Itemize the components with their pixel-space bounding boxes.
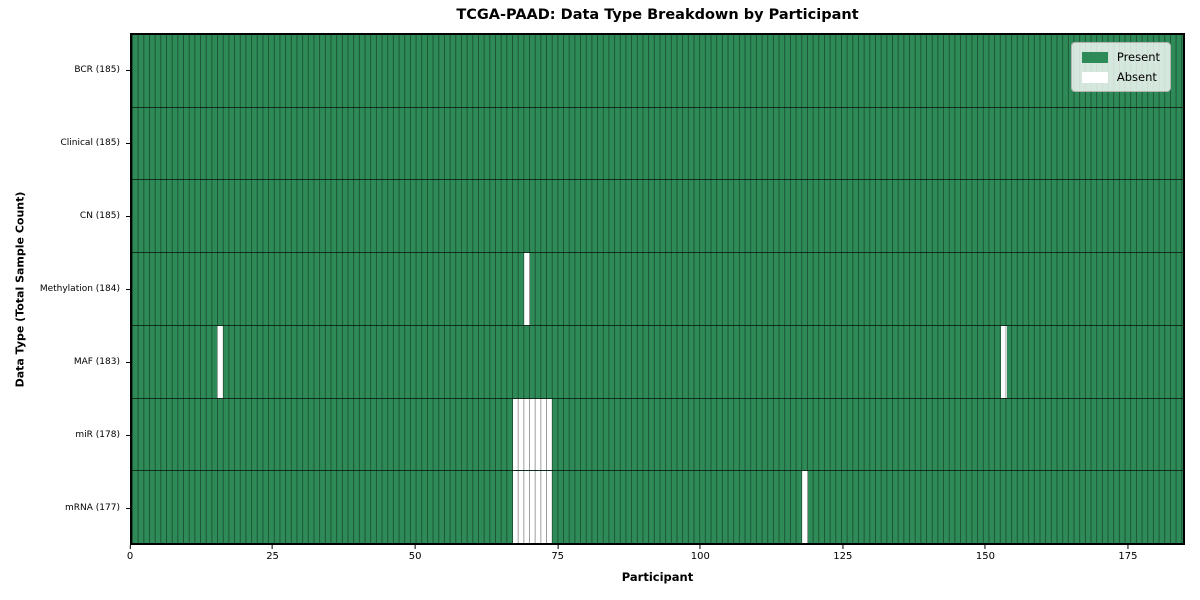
x-tick-label: 125 bbox=[833, 551, 853, 562]
y-tick-label: Clinical (185) bbox=[60, 137, 120, 148]
absent-cell bbox=[512, 471, 519, 543]
y-tick-mark bbox=[126, 69, 130, 71]
absent-cell bbox=[802, 471, 809, 543]
absent-cell bbox=[1001, 325, 1007, 398]
absent-cell bbox=[546, 398, 553, 471]
x-tick-label: 75 bbox=[551, 551, 565, 562]
x-tick: 0 bbox=[127, 545, 133, 562]
y-tick-label: BCR (185) bbox=[74, 64, 120, 75]
x-tick: 125 bbox=[833, 545, 852, 562]
absent-cell bbox=[541, 398, 547, 471]
x-tick-mark bbox=[1127, 545, 1129, 549]
heatmap-row-maf bbox=[132, 324, 1183, 398]
heatmap-row-methylation bbox=[132, 252, 1183, 325]
legend-label-absent: Absent bbox=[1116, 70, 1157, 84]
y-tick-label: MAF (183) bbox=[73, 357, 120, 368]
x-tick-mark bbox=[414, 545, 416, 549]
chart-title: TCGA-PAAD: Data Type Breakdown by Partic… bbox=[456, 7, 859, 23]
x-tick-label: 25 bbox=[266, 551, 279, 562]
y-tick-label: mRNA (177) bbox=[65, 503, 120, 514]
legend-item-present: Present bbox=[1081, 50, 1160, 64]
x-tick-mark bbox=[984, 545, 986, 549]
x-axis-ticks: 0 25 50 75 100 125 150 175 bbox=[127, 545, 1185, 567]
y-tick-label: Methylation (184) bbox=[39, 284, 120, 294]
absent-cell bbox=[546, 471, 553, 543]
y-tick-label: miR (178) bbox=[75, 430, 120, 441]
heatmap-row-cn bbox=[132, 179, 1183, 253]
y-tick-mark bbox=[126, 362, 130, 364]
absent-cell bbox=[529, 471, 536, 543]
x-tick-mark bbox=[699, 545, 701, 549]
x-tick-mark bbox=[272, 545, 274, 549]
absent-cell bbox=[518, 471, 524, 543]
absent-cell bbox=[541, 471, 547, 543]
x-tick-label: 100 bbox=[690, 551, 710, 562]
x-tick: 25 bbox=[266, 545, 279, 562]
x-tick-label: 150 bbox=[975, 551, 995, 562]
legend-label-present: Present bbox=[1116, 50, 1160, 64]
y-tick-mark bbox=[126, 289, 130, 290]
heatmap-row-clinical bbox=[132, 106, 1183, 180]
y-tick-mark bbox=[126, 508, 130, 510]
absent-cell bbox=[523, 398, 530, 471]
absent-swatch-icon bbox=[1081, 71, 1108, 83]
absent-cell bbox=[512, 398, 519, 471]
heatmap-rows bbox=[132, 35, 1183, 543]
legend: Present Absent bbox=[1070, 42, 1171, 92]
x-tick: 150 bbox=[976, 545, 995, 562]
absent-cell bbox=[535, 471, 542, 543]
y-axis-ticks: BCR (185) Clinical (185) CN (185) Methylati… bbox=[0, 33, 130, 545]
legend-item-absent: Absent bbox=[1081, 70, 1160, 84]
x-tick-mark bbox=[129, 545, 131, 549]
absent-cell bbox=[535, 398, 542, 471]
heatmap-row-mrna bbox=[132, 470, 1183, 543]
x-axis-label: Participant bbox=[621, 570, 694, 584]
absent-cell bbox=[523, 471, 530, 543]
plot-area: Present Absent bbox=[130, 33, 1185, 545]
absent-cell bbox=[518, 398, 524, 471]
absent-cell bbox=[523, 253, 530, 325]
x-tick-mark bbox=[842, 545, 844, 549]
absent-cell bbox=[217, 325, 223, 398]
x-tick: 100 bbox=[691, 545, 710, 562]
heatmap-row-bcr bbox=[132, 35, 1183, 107]
x-tick-label: 175 bbox=[1118, 551, 1138, 562]
x-tick: 175 bbox=[1118, 545, 1138, 562]
y-tick-mark bbox=[126, 142, 130, 144]
x-tick: 50 bbox=[408, 545, 422, 562]
y-tick-mark bbox=[126, 215, 130, 217]
heatmap-row-mir bbox=[132, 397, 1183, 471]
x-tick-label: 0 bbox=[126, 551, 134, 562]
x-tick-mark bbox=[557, 545, 559, 549]
present-swatch-icon bbox=[1081, 51, 1108, 63]
y-tick-label: CN (185) bbox=[79, 210, 120, 221]
x-tick: 75 bbox=[551, 545, 564, 562]
y-tick-mark bbox=[126, 435, 130, 437]
absent-cell bbox=[529, 398, 536, 471]
x-tick-label: 50 bbox=[408, 551, 422, 562]
